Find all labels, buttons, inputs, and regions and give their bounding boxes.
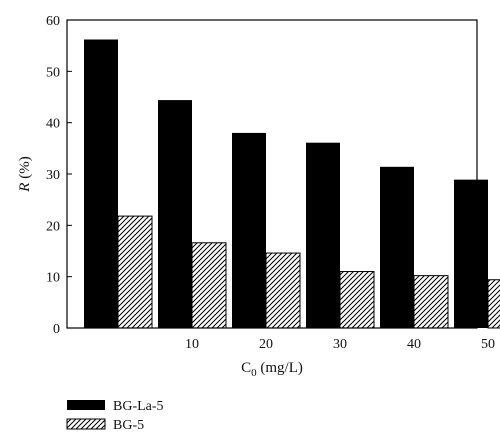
bars-group bbox=[84, 39, 500, 329]
legend-swatch-bg-5 bbox=[66, 418, 106, 430]
x-tick-label: 10 bbox=[185, 337, 199, 352]
x-tick-label: 30 bbox=[333, 337, 347, 352]
x-tick-label: 50 bbox=[481, 337, 495, 352]
legend: BG-La-5 BG-5 bbox=[66, 399, 164, 433]
y-tick-label: 50 bbox=[46, 65, 60, 80]
x-tick-label: 40 bbox=[407, 337, 421, 352]
y-axis: 0 10 20 30 40 50 60 bbox=[46, 14, 72, 337]
y-axis-title: R (%) bbox=[17, 156, 33, 192]
bar-bg-5-10 bbox=[191, 242, 227, 329]
bar-bg-5-20 bbox=[265, 252, 301, 329]
y-tick-label: 40 bbox=[46, 117, 60, 132]
bar-bg-5-40 bbox=[413, 275, 449, 329]
legend-label-bg-5: BG-5 bbox=[113, 418, 144, 433]
y-tick-label: 60 bbox=[46, 14, 60, 29]
bar-bg-la-5-20 bbox=[232, 132, 266, 328]
x-axis: 10 20 30 40 50 bbox=[185, 337, 495, 352]
bar-bg-5-50 bbox=[487, 279, 500, 329]
y-tick-label: 30 bbox=[46, 168, 60, 183]
legend-label-bg-la-5: BG-La-5 bbox=[113, 399, 164, 414]
y-tick-label: 20 bbox=[46, 219, 60, 234]
bar-bg-la-5-50 bbox=[454, 179, 488, 328]
y-tick-label: 10 bbox=[46, 271, 60, 286]
bar-bg-la-5-first bbox=[84, 39, 118, 329]
bar-bg-la-5-30 bbox=[306, 142, 340, 328]
bar-bg-5-first bbox=[117, 215, 153, 329]
y-tick-label: 0 bbox=[53, 322, 60, 337]
bar-bg-la-5-40 bbox=[380, 166, 414, 328]
bar-bg-5-30 bbox=[339, 271, 375, 329]
x-axis-title: C0 (mg/L) bbox=[241, 360, 303, 379]
x-tick-label: 20 bbox=[259, 337, 273, 352]
legend-swatch-bg-la-5 bbox=[67, 400, 105, 410]
bar-bg-la-5-10 bbox=[158, 100, 192, 328]
